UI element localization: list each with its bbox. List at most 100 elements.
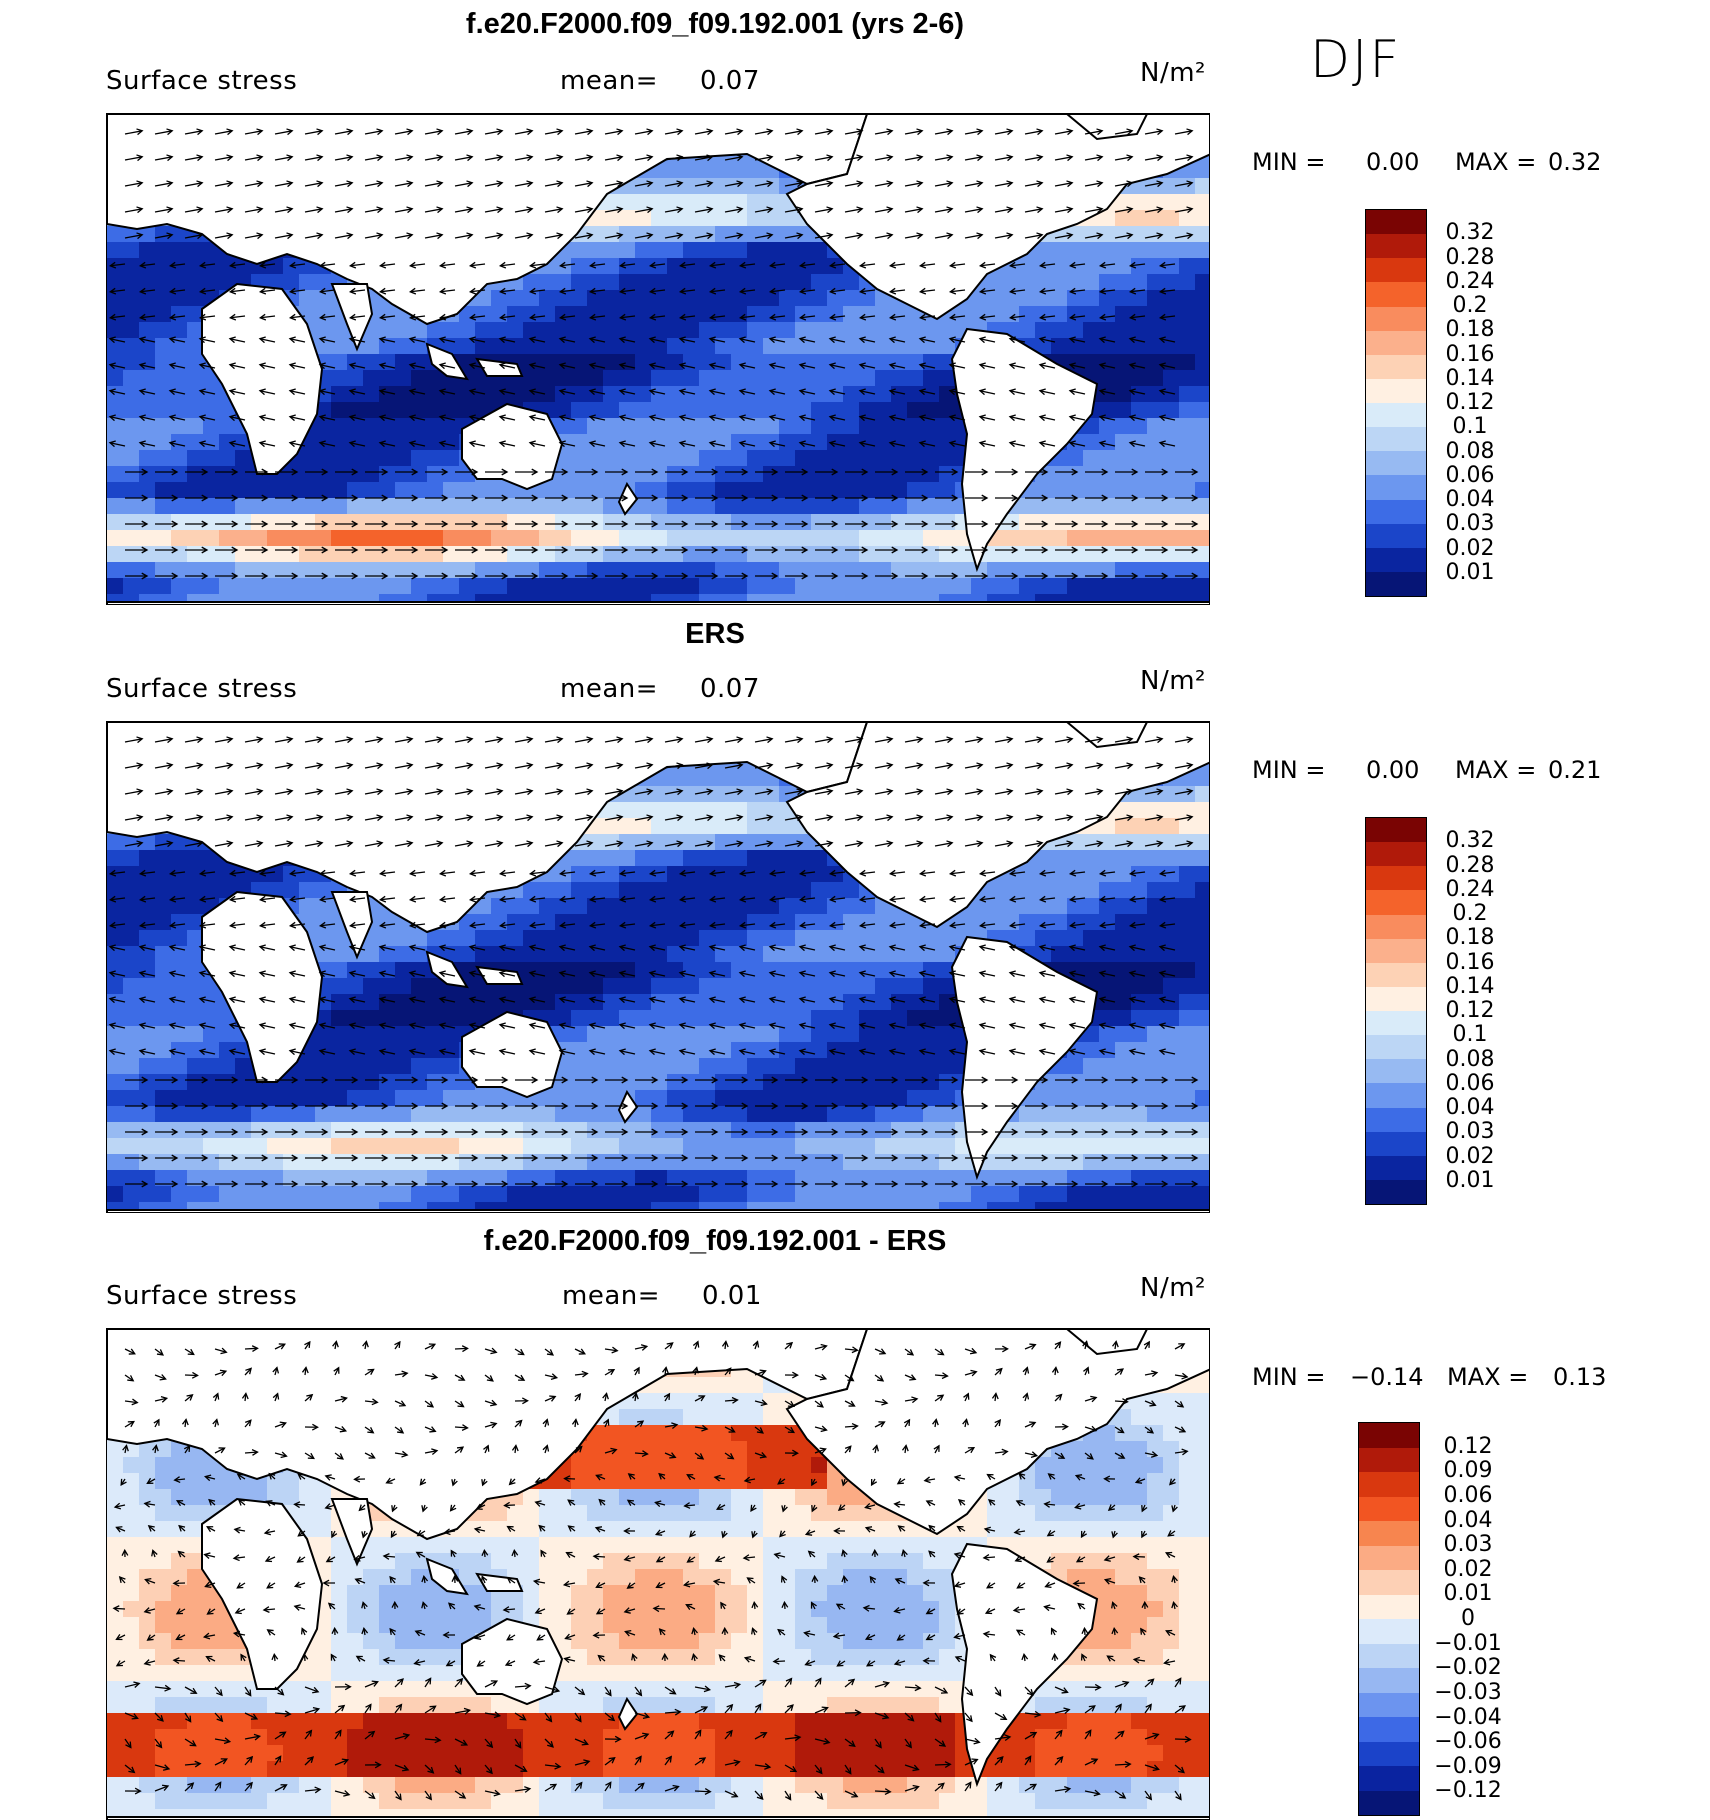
field-cell (1147, 1058, 1164, 1075)
field-cell (747, 1058, 764, 1075)
field-cell (683, 434, 700, 451)
field-cell (651, 306, 668, 323)
field-cell (763, 1058, 780, 1075)
field-cell (747, 578, 764, 595)
field-cell (443, 1058, 460, 1075)
field-cell (1163, 370, 1180, 387)
field-cell (827, 450, 844, 467)
field-cell (747, 274, 764, 291)
field-cell (715, 930, 732, 947)
field-cell (1035, 930, 1052, 947)
field-cell (379, 466, 396, 483)
field-cell (731, 850, 748, 867)
field-cell (923, 1122, 940, 1139)
field-cell (1051, 946, 1068, 963)
field-cell (267, 498, 284, 515)
field-cell (555, 882, 572, 899)
field-cell (1099, 482, 1116, 499)
field-cell (363, 994, 380, 1011)
field-cell (891, 978, 908, 995)
field-cell (795, 978, 812, 995)
field-cell (715, 802, 732, 819)
field-cell (539, 306, 556, 323)
field-cell (123, 866, 140, 883)
field-cell (747, 194, 764, 211)
field-cell (1083, 578, 1100, 595)
field-cell (395, 978, 412, 995)
field-cell (763, 482, 780, 499)
field-cell (923, 1058, 940, 1075)
field-cell (443, 1026, 460, 1043)
field-cell (699, 338, 716, 355)
field-cell (907, 1090, 924, 1107)
field-cell (827, 354, 844, 371)
colorbar-swatch (1366, 475, 1426, 499)
field-cell (747, 1042, 764, 1059)
field-cell (443, 1138, 460, 1155)
field-cell (587, 1186, 604, 1203)
field-cell (555, 306, 572, 323)
field-cell (235, 1074, 252, 1091)
field-cell (667, 1026, 684, 1043)
field-cell (1115, 466, 1132, 483)
field-cell (635, 1138, 652, 1155)
field-cell (635, 546, 652, 563)
field-cell (363, 338, 380, 355)
field-cell (1083, 866, 1100, 883)
field-cell (907, 930, 924, 947)
field-cell (843, 322, 860, 339)
field-cell (139, 1026, 156, 1043)
field-cell (507, 914, 524, 931)
field-cell (715, 882, 732, 899)
field-cell (667, 242, 684, 259)
field-cell (811, 322, 828, 339)
field-cell (443, 434, 460, 451)
field-cell (443, 578, 460, 595)
field-cell (987, 914, 1004, 931)
field-cell (811, 466, 828, 483)
field-cell (1099, 1138, 1116, 1155)
field-cell (907, 1122, 924, 1139)
field-cell (811, 1154, 828, 1171)
field-cell (539, 514, 556, 531)
field-cell (1115, 482, 1132, 499)
field-cell (1179, 434, 1196, 451)
field-cell (635, 466, 652, 483)
field-cell (123, 1186, 140, 1203)
field-cell (347, 482, 364, 499)
field-cell (347, 1106, 364, 1123)
field-cell (283, 514, 300, 531)
field-cell (763, 930, 780, 947)
field-cell (731, 258, 748, 275)
field-cell (123, 946, 140, 963)
field-cell (875, 466, 892, 483)
field-cell (171, 242, 188, 259)
field-cell (619, 930, 636, 947)
field-cell (155, 466, 172, 483)
field-cell (891, 1058, 908, 1075)
field-cell (1195, 354, 1210, 371)
field-cell (603, 370, 620, 387)
field-cell (1163, 802, 1180, 819)
field-cell (1099, 1106, 1116, 1123)
field-cell (875, 370, 892, 387)
field-cell (1067, 1090, 1084, 1107)
field-cell (1083, 914, 1100, 931)
field-cell (795, 530, 812, 547)
field-cell (443, 498, 460, 515)
field-cell (107, 1026, 124, 1043)
field-cell (859, 514, 876, 531)
field-cell (315, 274, 332, 291)
field-cell (379, 1154, 396, 1171)
field-cell (299, 514, 316, 531)
field-cell (683, 1010, 700, 1027)
field-cell (923, 1090, 940, 1107)
colorbar-swatch (1366, 258, 1426, 282)
field-cell (203, 882, 220, 899)
field-cell (203, 274, 220, 291)
field-cell (1099, 450, 1116, 467)
field-cell (651, 850, 668, 867)
field-cell (1147, 994, 1164, 1011)
field-cell (555, 1186, 572, 1203)
field-cell (123, 578, 140, 595)
